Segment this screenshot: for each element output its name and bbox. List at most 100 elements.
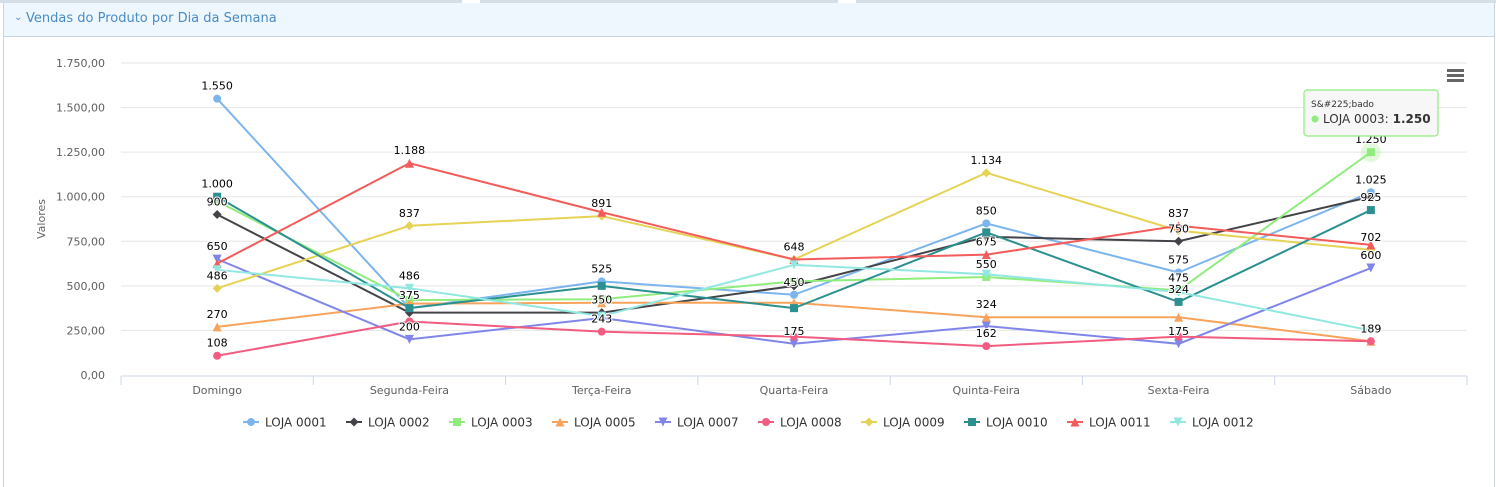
- x-tick-label: Quinta-Feira: [953, 384, 1021, 397]
- data-label: 702: [1360, 231, 1381, 244]
- y-axis: 0,00 250,00 500,00 750,00 1.000,00 1.250,00 1.…: [56, 57, 105, 382]
- data-point[interactable]: [404, 221, 414, 231]
- x-tick-label: Quarta-Feira: [760, 384, 829, 397]
- y-axis-title: Valores: [35, 199, 48, 239]
- data-point[interactable]: [1174, 312, 1184, 322]
- data-point[interactable]: [982, 219, 991, 228]
- y-tick-label: 250,00: [67, 324, 106, 337]
- y-tick-label: 1.750,00: [56, 57, 105, 70]
- legend-label: LOJA 0003: [471, 416, 533, 430]
- legend-item-loja-0005[interactable]: LOJA 0005: [552, 416, 636, 430]
- data-point[interactable]: [597, 311, 607, 321]
- legend-label: LOJA 0012: [1192, 416, 1254, 430]
- data-point[interactable]: [1174, 297, 1183, 306]
- data-point[interactable]: [790, 290, 798, 299]
- data-point[interactable]: [981, 321, 991, 331]
- x-tick-label: Sábado: [1350, 384, 1391, 397]
- data-point[interactable]: [404, 158, 414, 168]
- data-point[interactable]: [597, 327, 606, 336]
- data-point[interactable]: [1174, 332, 1183, 341]
- panel-title: Vendas do Produto por Dia da Semana: [26, 11, 277, 26]
- panel-header[interactable]: ⌄ Vendas do Produto por Dia da Semana: [4, 3, 1494, 37]
- legend-item-loja-0012[interactable]: LOJA 0012: [1170, 416, 1254, 430]
- tooltip-series: LOJA 0003: [1323, 112, 1385, 126]
- data-label: 324: [1168, 283, 1189, 296]
- data-point[interactable]: [597, 207, 607, 217]
- data-point[interactable]: [982, 228, 991, 237]
- legend-label: LOJA 0008: [780, 416, 842, 430]
- legend: LOJA 0001 LOJA 0002 LOJA 0003 LOJA 0005 LOJA…: [243, 416, 1254, 430]
- data-point[interactable]: [212, 283, 222, 293]
- legend-item-loja-0003[interactable]: LOJA 0003: [449, 416, 533, 430]
- tooltip-value: 1.250: [1393, 112, 1431, 126]
- legend-item-loja-0001[interactable]: LOJA 0001: [243, 416, 327, 430]
- hamburger-menu-icon[interactable]: [1447, 69, 1464, 82]
- data-point[interactable]: [981, 312, 991, 322]
- data-point[interactable]: [597, 281, 606, 290]
- data-point[interactable]: [1366, 192, 1376, 202]
- data-label: 1.025: [1355, 173, 1387, 186]
- legend-item-loja-0002[interactable]: LOJA 0002: [346, 416, 430, 430]
- data-label: 350: [591, 294, 612, 307]
- top-strip-gap: [838, 0, 856, 3]
- legend-marker: [349, 417, 359, 427]
- data-point[interactable]: [212, 322, 222, 332]
- data-point[interactable]: [213, 351, 222, 360]
- data-point[interactable]: [1174, 339, 1184, 349]
- legend-item-loja-0011[interactable]: LOJA 0011: [1067, 416, 1151, 430]
- data-point[interactable]: [212, 210, 222, 220]
- data-label: 1.188: [394, 144, 426, 157]
- data-label: 162: [976, 327, 997, 340]
- data-point[interactable]: [1366, 206, 1375, 215]
- x-tick-label: Domingo: [192, 384, 242, 397]
- legend-item-loja-0010[interactable]: LOJA 0010: [964, 416, 1048, 430]
- series-loja-0010: [213, 192, 1375, 313]
- data-point[interactable]: [790, 304, 798, 313]
- legend-item-loja-0007[interactable]: LOJA 0007: [655, 416, 739, 430]
- data-point[interactable]: [1174, 268, 1183, 277]
- data-point[interactable]: [789, 260, 799, 270]
- data-point[interactable]: [405, 304, 414, 313]
- data-point[interactable]: [404, 334, 414, 344]
- data-point[interactable]: [1366, 337, 1375, 346]
- data-label: 900: [207, 196, 228, 209]
- data-point[interactable]: [982, 342, 991, 351]
- data-point[interactable]: [1174, 287, 1184, 297]
- data-point[interactable]: [213, 192, 222, 201]
- data-point[interactable]: [789, 339, 799, 349]
- svg-text:LOJA 0003:1.250: LOJA 0003: 1.250: [1323, 112, 1431, 126]
- data-label: 925: [1360, 191, 1381, 204]
- data-point[interactable]: [981, 250, 991, 260]
- data-label: 750: [1168, 222, 1189, 235]
- data-point[interactable]: [405, 317, 414, 326]
- data-point[interactable]: [1174, 221, 1184, 231]
- chevron-down-icon[interactable]: ⌄: [14, 12, 23, 23]
- y-tick-label: 1.250,00: [56, 146, 105, 159]
- legend-label: LOJA 0002: [368, 416, 430, 430]
- data-point[interactable]: [981, 168, 991, 178]
- tooltip-header: S&#225;bado: [1311, 100, 1374, 110]
- legend-marker: [1070, 417, 1080, 427]
- data-point[interactable]: [1366, 148, 1375, 157]
- legend-label: LOJA 0001: [265, 416, 327, 430]
- data-point[interactable]: [213, 197, 222, 206]
- data-point[interactable]: [1174, 236, 1184, 246]
- data-point[interactable]: [404, 283, 414, 293]
- data-label: 837: [399, 207, 420, 220]
- data-point[interactable]: [790, 277, 798, 286]
- data-point[interactable]: [213, 94, 222, 103]
- data-point[interactable]: [1366, 263, 1376, 273]
- data-point[interactable]: [981, 269, 991, 279]
- data-point[interactable]: [597, 298, 607, 308]
- legend-item-loja-0008[interactable]: LOJA 0008: [758, 416, 842, 430]
- data-point[interactable]: [1366, 240, 1376, 250]
- data-point[interactable]: [212, 265, 222, 275]
- data-label: 550: [976, 258, 997, 271]
- data-point[interactable]: [790, 332, 798, 341]
- legend-item-loja-0009[interactable]: LOJA 0009: [861, 416, 945, 430]
- data-point[interactable]: [1366, 325, 1376, 335]
- data-label: 575: [1168, 253, 1189, 266]
- data-label: 675: [976, 236, 997, 249]
- series-line[interactable]: [216, 171, 1371, 290]
